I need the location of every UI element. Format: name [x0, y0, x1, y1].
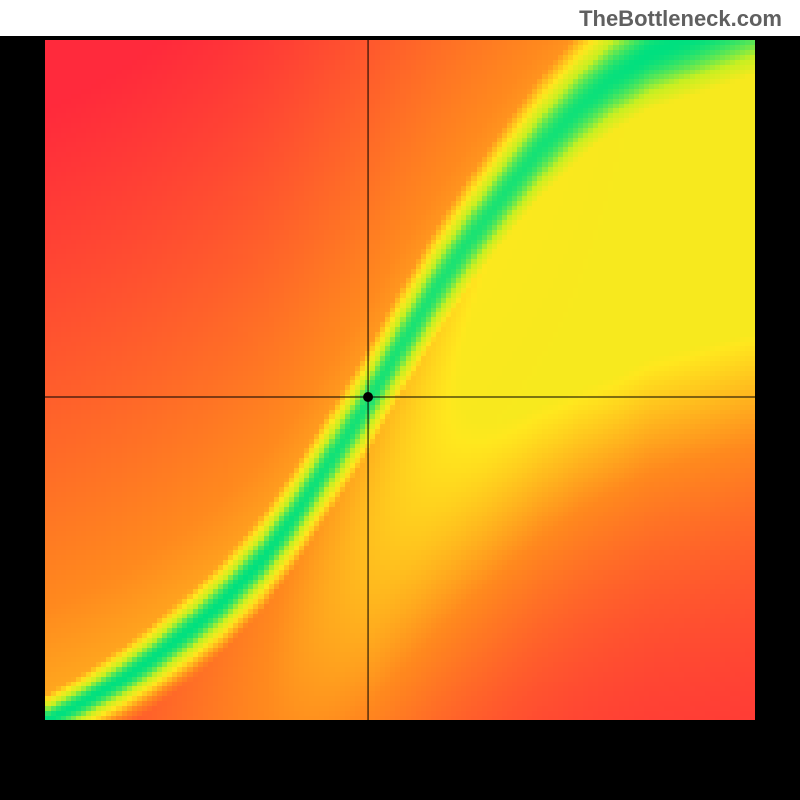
crosshair-marker [363, 392, 373, 402]
crosshair-overlay [45, 40, 755, 720]
watermark-text: TheBottleneck.com [579, 6, 782, 32]
